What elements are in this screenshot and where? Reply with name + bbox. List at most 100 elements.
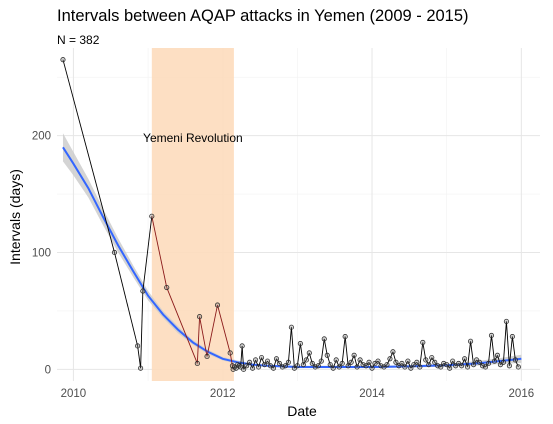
data-point xyxy=(375,358,381,364)
series-segment xyxy=(308,352,313,364)
data-point xyxy=(414,359,420,365)
x-tick-labels: 2010 2012 2014 2016 xyxy=(61,388,535,400)
series-segment xyxy=(368,362,373,369)
data-point xyxy=(491,358,498,364)
data-point xyxy=(294,363,300,369)
series-segment xyxy=(371,363,376,369)
series-segment xyxy=(377,360,382,367)
data-point xyxy=(462,356,468,362)
data-point xyxy=(509,334,515,340)
data-point xyxy=(256,364,262,370)
data-point xyxy=(164,284,170,291)
data-point xyxy=(390,349,396,355)
data-point xyxy=(515,364,521,370)
series-segment xyxy=(473,359,477,365)
annotation-labels: Yemeni Revolution xyxy=(143,131,243,145)
series-segment xyxy=(386,358,391,365)
series-segment xyxy=(270,365,274,369)
data-point xyxy=(273,356,280,362)
series-segment xyxy=(416,362,421,368)
data-point xyxy=(60,57,66,63)
series-segment xyxy=(380,365,385,368)
data-point xyxy=(197,314,203,320)
data-point xyxy=(321,336,327,342)
series-segment xyxy=(137,345,142,369)
series-segment xyxy=(196,316,201,364)
series-segment xyxy=(455,363,459,367)
y-tick-labels: 0 100 200 xyxy=(32,131,51,377)
data-point xyxy=(261,362,268,368)
series-segment xyxy=(505,321,510,366)
data-point xyxy=(482,364,489,370)
data-point xyxy=(247,359,253,365)
data-point xyxy=(512,357,518,363)
data-point xyxy=(444,362,450,368)
series-segment xyxy=(315,365,319,368)
series-segment xyxy=(282,365,286,368)
series-segment xyxy=(350,355,355,363)
series-segment xyxy=(392,351,397,363)
series-segment xyxy=(140,291,144,369)
data-point xyxy=(459,363,465,369)
series-segment xyxy=(488,335,492,364)
data-point xyxy=(399,360,405,367)
x-tick-label: 2016 xyxy=(509,388,535,400)
data-point xyxy=(506,363,512,369)
data-point xyxy=(503,318,509,324)
series-segment xyxy=(502,321,507,363)
series-segment xyxy=(476,359,480,363)
data-point xyxy=(429,355,435,361)
data-point xyxy=(309,360,315,367)
data-point xyxy=(488,332,495,338)
series-segment xyxy=(494,355,498,362)
series-segment xyxy=(258,357,262,368)
x-axis-label: Date xyxy=(287,403,317,419)
data-point xyxy=(138,365,144,371)
series-segment xyxy=(413,361,418,365)
data-point xyxy=(476,359,483,365)
series-segment xyxy=(362,364,367,367)
data-point xyxy=(227,350,233,356)
series-segment xyxy=(240,345,243,368)
series-segment xyxy=(389,351,394,359)
series-segment xyxy=(374,360,379,364)
data-point xyxy=(387,356,393,362)
series-segment xyxy=(449,360,454,369)
data-point xyxy=(471,362,477,368)
data-point xyxy=(324,352,330,358)
series-segment xyxy=(305,352,310,361)
data-point xyxy=(465,364,471,370)
series-segment xyxy=(470,341,475,365)
data-point xyxy=(111,249,118,256)
chart-title: Intervals between AQAP attacks in Yemen … xyxy=(57,7,469,25)
series-segment xyxy=(356,359,361,368)
data-point xyxy=(351,352,357,358)
data-point xyxy=(135,343,141,349)
series-segment xyxy=(419,342,424,368)
series-segment xyxy=(482,365,486,368)
series-segment xyxy=(383,364,388,368)
data-point xyxy=(345,363,351,369)
data-point xyxy=(426,362,432,368)
data-point xyxy=(342,334,348,340)
series-segment xyxy=(425,359,430,365)
series-segment xyxy=(443,363,447,366)
data-point xyxy=(393,359,399,365)
series-segment xyxy=(491,335,495,362)
series-segment xyxy=(320,338,325,362)
series-segment xyxy=(332,359,337,369)
series-segment xyxy=(398,363,403,367)
data-point xyxy=(258,355,265,361)
series-segment xyxy=(142,216,153,292)
series-segment xyxy=(302,359,307,365)
series-segment xyxy=(62,59,115,253)
data-point xyxy=(339,360,345,367)
series-segment xyxy=(206,304,218,357)
annotation-label: Yemeni Revolution xyxy=(143,131,243,145)
data-point xyxy=(270,365,277,371)
series-segment xyxy=(437,365,441,368)
data-point xyxy=(315,363,321,369)
series-segment xyxy=(452,360,457,367)
data-point xyxy=(432,359,438,365)
grid-major xyxy=(57,48,540,381)
